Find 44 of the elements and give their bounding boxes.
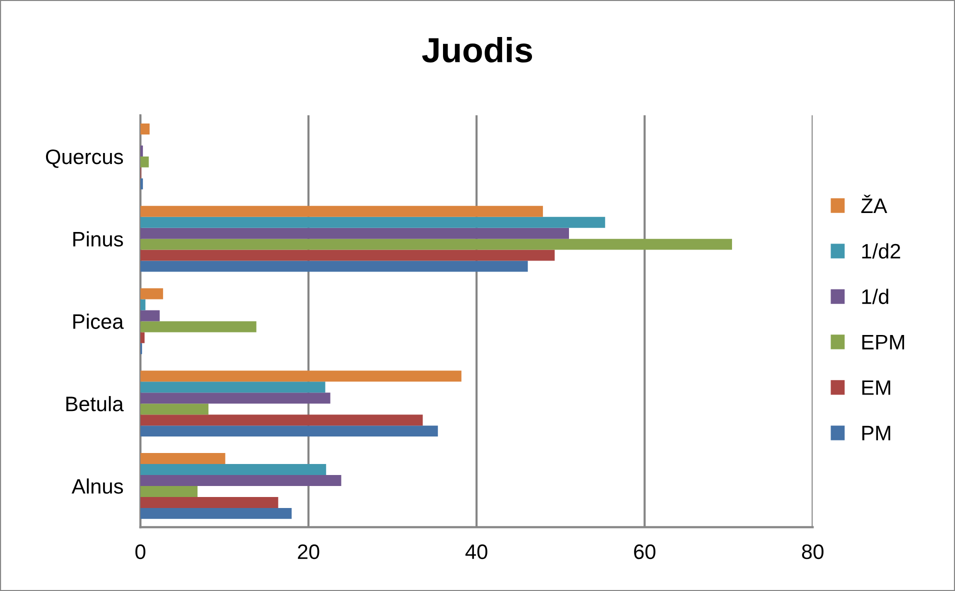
bar xyxy=(140,206,543,217)
chart-title: Juodis xyxy=(422,37,532,63)
bar xyxy=(140,332,145,344)
legend-label: ŽA xyxy=(861,194,888,213)
bar xyxy=(140,414,423,426)
bar xyxy=(140,123,150,134)
legend-label: EPM xyxy=(862,334,904,350)
y-tick-label: Picea xyxy=(73,314,124,329)
bar xyxy=(140,453,226,464)
bar xyxy=(140,299,146,310)
bar xyxy=(140,216,606,228)
bar xyxy=(140,310,160,322)
x-tick-label: 0 xyxy=(135,544,146,560)
bar xyxy=(140,178,143,190)
bar xyxy=(140,404,208,415)
bar xyxy=(140,382,326,393)
y-tick-label: Betula xyxy=(66,396,124,412)
bar xyxy=(140,508,292,519)
y-tick-label: Alnus xyxy=(72,478,123,494)
bar xyxy=(140,496,278,508)
legend-label: 1/d2 xyxy=(862,243,900,259)
bar xyxy=(140,426,438,437)
x-tick-label: 20 xyxy=(298,544,320,560)
bar xyxy=(140,238,732,250)
y-tick-label: Pinus xyxy=(73,231,123,247)
bar xyxy=(140,250,555,261)
bar xyxy=(140,288,164,300)
bar xyxy=(140,392,330,404)
x-tick-label: 80 xyxy=(802,544,824,560)
legend-label: 1/d xyxy=(862,288,888,304)
bar xyxy=(140,156,149,168)
bar xyxy=(140,486,198,497)
bar xyxy=(140,370,462,382)
legend-label: PM xyxy=(862,426,890,440)
x-tick-label: 60 xyxy=(634,544,656,560)
bar xyxy=(140,474,342,486)
bar xyxy=(140,260,528,272)
x-tick-label: 40 xyxy=(465,544,488,560)
bar xyxy=(140,321,256,332)
bar xyxy=(140,464,326,475)
y-tick-label: Quercus xyxy=(46,149,123,168)
bar xyxy=(140,228,569,239)
bar xyxy=(140,145,143,156)
legend-label: EM xyxy=(862,380,890,395)
